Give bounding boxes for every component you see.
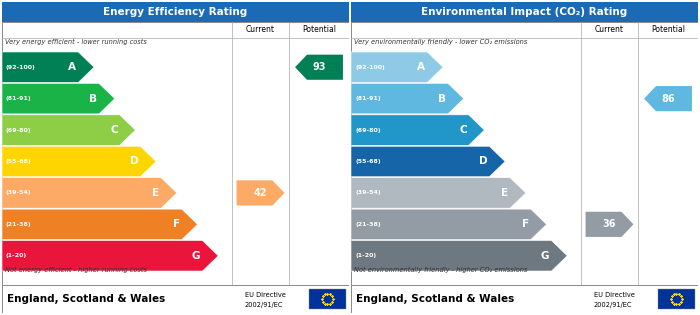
Text: EU Directive: EU Directive [594, 292, 635, 298]
Text: (1-20): (1-20) [6, 253, 27, 258]
Text: B: B [89, 94, 97, 104]
Text: D: D [479, 157, 487, 167]
Polygon shape [237, 180, 284, 205]
Polygon shape [351, 209, 547, 240]
Text: A: A [69, 62, 76, 72]
Polygon shape [2, 178, 177, 208]
Text: C: C [459, 125, 467, 135]
Text: EU Directive: EU Directive [245, 292, 286, 298]
Text: (69-80): (69-80) [6, 128, 32, 133]
Text: Not energy efficient - higher running costs: Not energy efficient - higher running co… [5, 267, 147, 273]
Polygon shape [2, 83, 115, 114]
Text: E: E [501, 188, 508, 198]
Text: Potential: Potential [302, 26, 336, 35]
Text: 36: 36 [603, 219, 616, 229]
Text: (21-38): (21-38) [6, 222, 32, 227]
Polygon shape [351, 83, 463, 114]
Text: F: F [173, 219, 180, 229]
Text: Environmental Impact (CO₂) Rating: Environmental Impact (CO₂) Rating [421, 7, 628, 17]
Text: C: C [110, 125, 118, 135]
Polygon shape [2, 115, 135, 145]
Text: Potential: Potential [651, 26, 685, 35]
Polygon shape [586, 212, 634, 237]
Polygon shape [351, 178, 526, 208]
Text: England, Scotland & Wales: England, Scotland & Wales [356, 294, 514, 304]
Text: 93: 93 [312, 62, 326, 72]
Text: B: B [438, 94, 446, 104]
Text: (92-100): (92-100) [355, 65, 385, 70]
Text: (1-20): (1-20) [355, 253, 376, 258]
Text: Not environmentally friendly - higher CO₂ emissions: Not environmentally friendly - higher CO… [354, 267, 528, 273]
Polygon shape [295, 54, 343, 80]
Polygon shape [2, 209, 197, 240]
Text: (39-54): (39-54) [6, 191, 32, 195]
Bar [658, 289, 694, 309]
Text: (55-68): (55-68) [355, 159, 381, 164]
Text: 2002/91/EC: 2002/91/EC [245, 301, 284, 308]
Text: 86: 86 [662, 94, 675, 104]
Bar [309, 289, 346, 309]
Text: (69-80): (69-80) [355, 128, 381, 133]
Polygon shape [2, 52, 94, 83]
Text: Very energy efficient - lower running costs: Very energy efficient - lower running co… [5, 39, 147, 45]
Text: (81-91): (81-91) [6, 96, 32, 101]
Text: D: D [130, 157, 139, 167]
Polygon shape [351, 52, 443, 83]
Text: 42: 42 [253, 188, 267, 198]
Text: G: G [192, 251, 200, 261]
Text: Energy Efficiency Rating: Energy Efficiency Rating [104, 7, 248, 17]
Polygon shape [351, 241, 567, 271]
Text: Current: Current [246, 26, 275, 35]
Text: England, Scotland & Wales: England, Scotland & Wales [7, 294, 165, 304]
Polygon shape [351, 146, 505, 177]
Text: F: F [522, 219, 528, 229]
Text: (92-100): (92-100) [6, 65, 36, 70]
Text: Current: Current [595, 26, 624, 35]
Text: G: G [541, 251, 550, 261]
Polygon shape [2, 146, 156, 177]
Polygon shape [351, 115, 484, 145]
Text: 2002/91/EC: 2002/91/EC [594, 301, 632, 308]
Text: (39-54): (39-54) [355, 191, 381, 195]
Text: (81-91): (81-91) [355, 96, 381, 101]
Text: (55-68): (55-68) [6, 159, 32, 164]
Text: (21-38): (21-38) [355, 222, 381, 227]
Text: Very environmentally friendly - lower CO₂ emissions: Very environmentally friendly - lower CO… [354, 39, 527, 45]
Text: E: E [152, 188, 159, 198]
Polygon shape [644, 86, 692, 111]
Text: A: A [417, 62, 426, 72]
Polygon shape [2, 241, 218, 271]
